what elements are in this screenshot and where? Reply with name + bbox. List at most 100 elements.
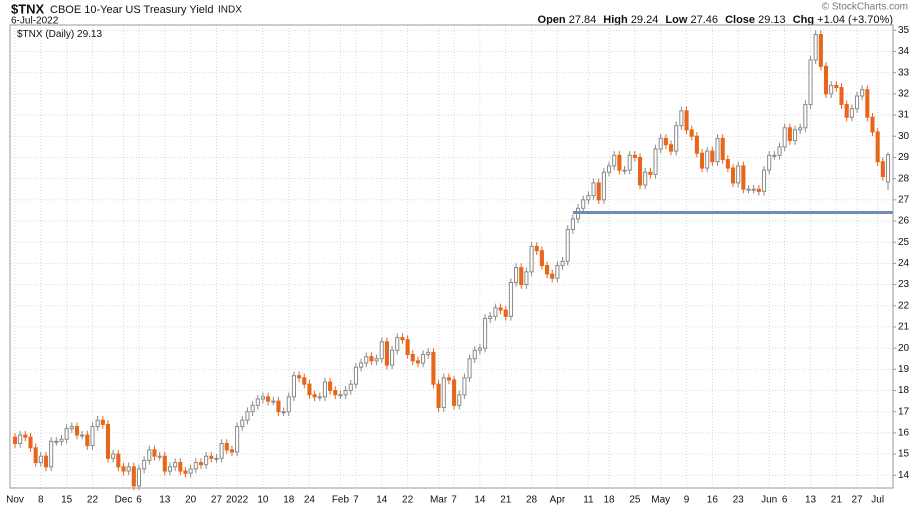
- candle-body: [462, 377, 467, 396]
- candle-body: [823, 65, 829, 95]
- x-tick-label: 7: [451, 495, 457, 506]
- ohlc-header: Open 27.84 High 29.24 Low 27.46 Close 29…: [538, 14, 893, 26]
- candle-body: [452, 379, 457, 406]
- candle-body: [116, 453, 121, 468]
- header-label: Chg: [793, 14, 814, 26]
- candle-body: [23, 434, 28, 438]
- x-tick-label: 22: [87, 495, 99, 506]
- candle-body: [90, 426, 95, 447]
- candle-body: [787, 127, 792, 141]
- candle-body: [157, 455, 162, 458]
- candle-body: [322, 381, 327, 398]
- watermark: © StockCharts.com: [822, 2, 908, 13]
- x-tick-label: 6: [136, 495, 142, 506]
- candle-body: [245, 411, 250, 421]
- x-tick-label: Apr: [550, 495, 566, 506]
- candle-body: [720, 137, 725, 161]
- candle-body: [803, 103, 808, 129]
- candle-body: [219, 443, 224, 459]
- candle-body: [508, 281, 513, 317]
- candle-body: [529, 245, 534, 273]
- candle-body: [374, 358, 379, 362]
- candle-body: [550, 273, 555, 279]
- y-tick-label: 19: [898, 364, 910, 375]
- candle-body: [643, 171, 648, 186]
- candle-body: [514, 267, 519, 283]
- candle-body: [565, 228, 570, 262]
- candle-body: [457, 394, 462, 406]
- x-tick-label: 6: [782, 495, 788, 506]
- candle-body: [49, 440, 54, 468]
- candle-body: [421, 354, 426, 364]
- candle-body: [751, 188, 756, 191]
- candle-body: [829, 84, 834, 95]
- x-tick-label: Nov: [6, 495, 24, 506]
- candle-body: [710, 150, 715, 163]
- candle-body: [860, 89, 865, 97]
- candle-body: [813, 34, 818, 61]
- plot-frame: [9, 24, 894, 489]
- candle-body: [524, 271, 529, 286]
- candle-body: [379, 341, 384, 360]
- candle-body: [28, 436, 33, 449]
- header-label: Open: [538, 14, 566, 26]
- candle-body: [885, 154, 891, 183]
- x-tick-label: 16: [707, 495, 719, 506]
- candle-body: [193, 462, 198, 470]
- y-tick-label: 14: [898, 470, 910, 481]
- candle-body: [503, 309, 508, 317]
- candle-body: [699, 152, 705, 169]
- candle-body: [18, 434, 23, 445]
- candle-body: [276, 400, 281, 413]
- y-tick-label: 23: [898, 279, 910, 290]
- candle-body: [493, 307, 498, 317]
- x-tick-label: 27: [211, 495, 223, 506]
- candle-body: [761, 169, 767, 192]
- header-value: 27.46: [690, 14, 718, 26]
- candle-body: [539, 250, 544, 267]
- y-tick-label: 33: [898, 67, 910, 78]
- candle-body: [808, 59, 813, 105]
- x-tick-label: 14: [474, 495, 486, 506]
- y-tick-label: 27: [898, 194, 910, 205]
- candle-body: [400, 337, 405, 341]
- candle-body: [291, 375, 296, 398]
- candle-body: [214, 457, 219, 460]
- candle-body: [870, 116, 875, 133]
- candle-body: [834, 84, 839, 89]
- candle-body: [80, 434, 85, 437]
- candle-body: [844, 103, 849, 118]
- chart-title: CBOE 10-Year US Treasury Yield: [50, 4, 213, 16]
- candle-body: [59, 438, 64, 442]
- candle-body: [472, 349, 477, 360]
- x-tick-label: 13: [805, 495, 817, 506]
- candle-body: [658, 137, 663, 150]
- candle-body: [209, 455, 214, 459]
- x-tick-label: 27: [851, 495, 863, 506]
- header-value: +1.04: [817, 14, 845, 26]
- candle-body: [105, 423, 111, 459]
- y-tick-label: 34: [898, 46, 910, 57]
- candle-body: [705, 150, 710, 169]
- candle-body: [33, 447, 38, 464]
- candle-body: [74, 426, 80, 436]
- candle-body: [767, 154, 772, 171]
- candle-body: [307, 383, 312, 396]
- candle-body: [359, 362, 364, 368]
- candle-body: [64, 428, 69, 440]
- candle-body: [436, 383, 441, 408]
- candle-body: [302, 377, 307, 385]
- candle-body: [741, 165, 746, 190]
- candle-body: [173, 462, 178, 468]
- candle-body: [627, 154, 632, 171]
- candle-body: [224, 443, 229, 451]
- x-tick-label: 13: [159, 495, 171, 506]
- candle-body: [204, 455, 209, 466]
- x-tick-label: 9: [684, 495, 690, 506]
- candle-body: [570, 218, 575, 230]
- candle-body: [467, 358, 472, 379]
- candle-body: [126, 466, 131, 472]
- candle-body: [328, 381, 333, 392]
- candle-body: [410, 354, 415, 362]
- y-tick-label: 31: [898, 110, 910, 121]
